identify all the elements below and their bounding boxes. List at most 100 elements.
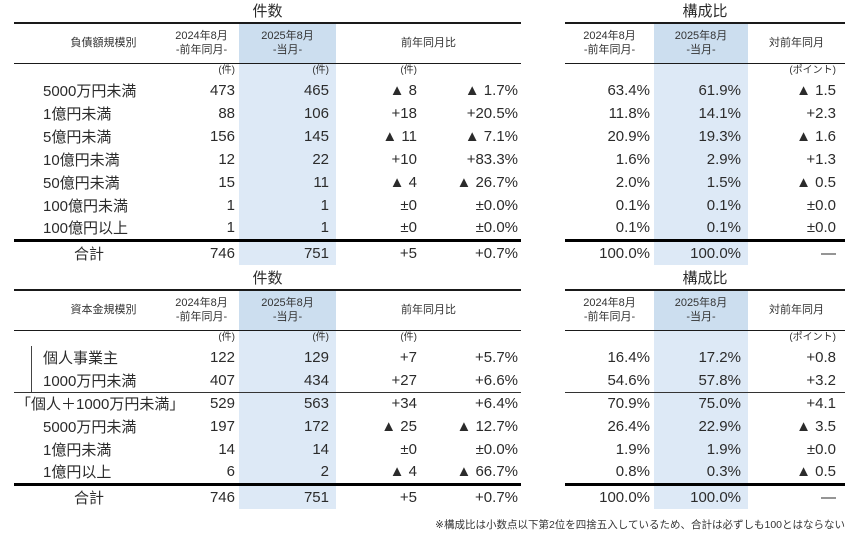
- yoy-diff: ▲ 11: [382, 128, 417, 145]
- yoy-pct: +6.4%: [426, 391, 521, 415]
- table-row: 個人事業主 122 129 +7 +5.7%: [14, 346, 521, 369]
- curr-month-label: 2025年8月: [674, 30, 728, 43]
- table-row: 1.6% 2.9% +1.3: [565, 148, 845, 171]
- prev-month-sublabel: -前年同月-: [583, 44, 636, 57]
- row-label: 1億円以上: [43, 464, 112, 482]
- curr-month-header: 2025年8月 -当月-: [654, 23, 748, 64]
- unit-cases: (件): [239, 63, 336, 79]
- unit-empty: [654, 63, 748, 79]
- unit-row: (ポイント): [565, 63, 845, 79]
- curr-count: 1: [239, 217, 336, 240]
- total-row: 100.0% 100.0% —: [565, 482, 845, 509]
- curr-count: 465: [239, 79, 336, 102]
- count-table-title: 件数: [252, 3, 283, 20]
- table-row: 70.9% 75.0% +4.1: [565, 391, 845, 415]
- row-label: 5億円未満: [43, 129, 112, 146]
- header-row: 2024年8月 -前年同月- 2025年8月 -当月- 対前年同月: [565, 23, 845, 64]
- ratio-prev: 1.6%: [615, 151, 650, 168]
- total-label: 合計: [14, 482, 164, 509]
- yoy-diff: +10: [391, 151, 417, 168]
- yoy-diff: ±0: [400, 197, 417, 214]
- debt-scale-section: 件数 負債額規模別 2024年8月 -前年同月- 2025年8月 -当月-: [14, 1, 850, 265]
- ratio-prev: 0.8%: [615, 463, 650, 481]
- row-label: 5000万円未満: [43, 83, 137, 100]
- ratio-curr: 0.1%: [654, 217, 748, 240]
- ratio-diff: +1.3: [806, 151, 836, 168]
- table-row: 0.8% 0.3% ▲ 0.5: [565, 461, 845, 484]
- curr-count: 129: [239, 346, 336, 369]
- ratio-prev: 11.8%: [608, 105, 650, 122]
- total-ratio-diff: —: [748, 482, 845, 509]
- ratio-prev: 70.9%: [565, 391, 654, 415]
- unit-empty: [565, 63, 654, 79]
- ratio-diff: +3.2: [806, 371, 836, 389]
- table-row: 1000万円未満 407 434 +27 +6.6%: [14, 369, 521, 392]
- row-label: 100億円未満: [43, 198, 129, 215]
- row-label: 1億円未満: [43, 106, 112, 123]
- total-label: 合計: [14, 238, 164, 265]
- total-ratio-prev: 100.0%: [565, 482, 654, 509]
- yoy-diff: ▲ 25: [381, 418, 417, 435]
- ratio-diff: ▲ 3.5: [796, 418, 836, 435]
- table-row: 100億円以上 1 1 ±0 ±0.0%: [14, 217, 521, 240]
- total-row: 合計 746 751 +5 +0.7%: [14, 238, 521, 265]
- ratio-curr: 1.5%: [654, 171, 748, 194]
- table-row: 1億円未満 14 14 ±0 ±0.0%: [14, 438, 521, 461]
- yoy-diff: +34: [336, 391, 426, 415]
- yoy-pct: ▲ 66.7%: [456, 463, 518, 481]
- ratio-diff: ▲ 1.6: [796, 128, 836, 145]
- curr-count: 563: [239, 391, 336, 415]
- yoy-diff: +27: [391, 371, 417, 389]
- yoy-diff: +18: [391, 105, 417, 122]
- prev-month-sublabel: -前年同月-: [175, 311, 228, 324]
- capital-ratio-table: 2024年8月 -前年同月- 2025年8月 -当月- 対前年同月 (ポイント): [565, 289, 845, 509]
- yoy-pct: +83.3%: [466, 151, 518, 168]
- ratio-diff: +4.1: [748, 391, 845, 415]
- debt-count-section: 件数 負債額規模別 2024年8月 -前年同月- 2025年8月 -当月-: [14, 1, 521, 265]
- table-row: 「個人＋1000万円未満」 529 563 +34 +6.4%: [14, 391, 521, 415]
- capital-scale-section: 件数 資本金規模別 2024年8月 -前年同月- 2025年8月 -当月-: [14, 268, 850, 509]
- curr-month-sublabel: -当月-: [272, 44, 303, 57]
- total-prev-count: 746: [164, 238, 239, 265]
- total-curr-count: 751: [239, 238, 336, 265]
- ratio-prev: 16.4%: [607, 349, 650, 366]
- category-header: 資本金規模別: [14, 290, 164, 331]
- row-label: 1億円未満: [43, 442, 112, 459]
- table-row: 5000万円未満 473 465 ▲ 8 ▲ 1.7%: [14, 79, 521, 102]
- table-row: 26.4% 22.9% ▲ 3.5: [565, 415, 845, 438]
- prev-count: 529: [164, 391, 239, 415]
- total-yoy-pct: +0.7%: [426, 482, 521, 509]
- total-row: 合計 746 751 +5 +0.7%: [14, 482, 521, 509]
- ratio-prev: 26.4%: [607, 418, 650, 435]
- category-header: 負債額規模別: [14, 23, 164, 64]
- curr-month-header: 2025年8月 -当月-: [239, 290, 336, 331]
- table-row: 1.9% 1.9% ±0.0: [565, 438, 845, 461]
- ratio-prev: 2.0%: [615, 174, 650, 191]
- yoy-pct: +6.6%: [475, 371, 518, 389]
- ratio-diff: ▲ 0.5: [796, 174, 836, 191]
- prev-month-label: 2024年8月: [175, 297, 228, 310]
- yoy-diff: ▲ 8: [389, 82, 417, 99]
- ratio-curr: 61.9%: [654, 79, 748, 102]
- curr-month-sublabel: -当月-: [686, 311, 716, 324]
- ratio-curr: 2.9%: [654, 148, 748, 171]
- yoy-pct: ±0.0%: [475, 197, 518, 214]
- curr-month-sublabel: -当月-: [686, 44, 716, 57]
- table-row: 0.1% 0.1% ±0.0: [565, 217, 845, 240]
- curr-count: 1: [239, 194, 336, 217]
- table-row: 20.9% 19.3% ▲ 1.6: [565, 125, 845, 148]
- header-row: 資本金規模別 2024年8月 -前年同月- 2025年8月 -当月- 前年同月比: [14, 290, 521, 331]
- ratio-curr: 0.1%: [654, 194, 748, 217]
- curr-month-sublabel: -当月-: [272, 311, 303, 324]
- rounding-footnote: ※構成比は小数点以下第2位を四捨五入しているため、合計は必ずしも100とはならな…: [435, 519, 845, 531]
- yoy-pct: ▲ 7.1%: [464, 128, 518, 145]
- ratio-curr: 14.1%: [654, 102, 748, 125]
- ratio-prev: 54.6%: [607, 371, 650, 389]
- yoy-diff: ▲ 4: [389, 174, 417, 191]
- yoy-pct: ▲ 1.7%: [464, 82, 518, 99]
- ratio-curr: 19.3%: [654, 125, 748, 148]
- vs-prev-header: 対前年同月: [748, 23, 845, 64]
- yoy-diff: ▲ 4: [389, 463, 417, 481]
- yoy-pct: +20.5%: [466, 105, 518, 122]
- debt-count-table: 負債額規模別 2024年8月 -前年同月- 2025年8月 -当月- 前年同月比: [14, 22, 521, 265]
